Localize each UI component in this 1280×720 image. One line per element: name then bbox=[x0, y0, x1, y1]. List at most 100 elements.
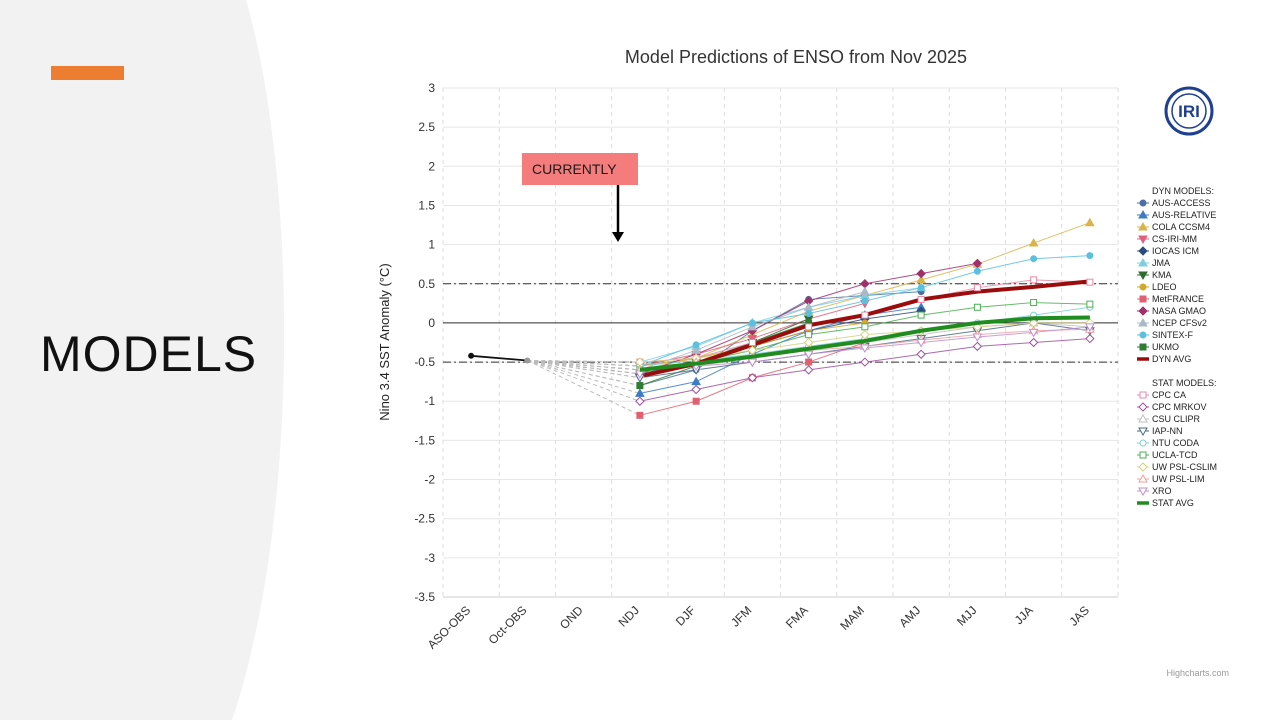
point-cpc-mrkov bbox=[972, 341, 983, 352]
highcharts-credit[interactable]: Highcharts.com bbox=[1166, 668, 1229, 678]
legend-label-cpc-mrkov: CPC MRKOV bbox=[1152, 402, 1207, 412]
point-nasa-gmao bbox=[860, 279, 870, 289]
legend-marker-aus-relative bbox=[1138, 209, 1148, 219]
point-cpc-mrkov bbox=[691, 384, 701, 395]
point-sintex-f bbox=[1030, 255, 1038, 263]
legend-marker-ntu-coda bbox=[1139, 439, 1147, 447]
legend-label-ncep-cfsv2: NCEP CFSv2 bbox=[1152, 318, 1207, 328]
point-xro bbox=[747, 358, 758, 368]
x-tick-label: DJF bbox=[673, 603, 698, 628]
legend-label-cpc-ca: CPC CA bbox=[1152, 390, 1186, 400]
x-tick-label: JAS bbox=[1067, 603, 1092, 628]
legend-label-ldeo: LDEO bbox=[1152, 282, 1177, 292]
point-uw-psl-cslim bbox=[860, 329, 870, 340]
connector-aus-relative bbox=[527, 360, 641, 394]
point-xro bbox=[635, 370, 645, 379]
y-axis-label: Nino 3.4 SST Anomaly (°C) bbox=[377, 263, 392, 420]
point-xro bbox=[916, 339, 926, 348]
legend-label-iocas-icm: IOCAS ICM bbox=[1152, 246, 1199, 256]
y-tick-labels: 3 2.5 2 1.5 1 0.5 0 -0.5 -1 -1.5 -2 -2.5 -3 -3.5 bbox=[414, 81, 435, 604]
connector-ukmo bbox=[527, 360, 640, 387]
point-sintex-f bbox=[692, 341, 700, 349]
legend-label-kma: KMA bbox=[1152, 270, 1172, 280]
x-tick-label: OND bbox=[557, 603, 586, 632]
legend-marker-uw-psl-cslim bbox=[1138, 462, 1148, 472]
point-nasa-gmao bbox=[972, 258, 983, 269]
y-tick-label: 3 bbox=[428, 81, 435, 95]
point-sintex-f bbox=[973, 267, 981, 275]
observed-point bbox=[468, 352, 475, 359]
point-xro bbox=[972, 333, 983, 343]
legend-marker-nasa-gmao bbox=[1138, 306, 1148, 316]
legend-marker-iocas-icm bbox=[1138, 246, 1148, 256]
iri-logo[interactable]: IRI bbox=[1164, 86, 1214, 136]
y-tick-label: 1 bbox=[428, 238, 435, 252]
y-tick-label: -2 bbox=[424, 473, 435, 487]
legend-marker-ucla-tcd bbox=[1139, 451, 1147, 459]
point-cpc-mrkov bbox=[860, 357, 870, 367]
point-cola-ccsm4 bbox=[1085, 217, 1095, 227]
legend-marker-csu-clipr bbox=[1138, 413, 1148, 423]
x-tick-label: NDJ bbox=[616, 603, 642, 629]
legend-label-ucla-tcd: UCLA-TCD bbox=[1152, 450, 1198, 460]
y-tick-label: 1.5 bbox=[418, 198, 435, 212]
x-tick-label: MAM bbox=[837, 603, 867, 633]
point-cpc-ca bbox=[805, 323, 813, 331]
point-sintex-f bbox=[805, 310, 813, 318]
point-sintex-f bbox=[861, 297, 869, 305]
legend-marker-ldeo bbox=[1139, 283, 1147, 291]
legend-marker-cs-iri-mm bbox=[1138, 235, 1148, 245]
legend-marker-cpc-ca bbox=[1139, 391, 1147, 399]
legend-label-uw-psl-cslim: UW PSL-CSLIM bbox=[1152, 462, 1217, 472]
point-cpc-ca bbox=[917, 295, 925, 303]
y-tick-label: 0.5 bbox=[418, 277, 435, 291]
point-cpc-ca bbox=[973, 284, 981, 292]
legend-marker-metfrance bbox=[1139, 295, 1147, 303]
legend-label-jma: JMA bbox=[1152, 258, 1170, 268]
legend-label-nasa-gmao: NASA GMAO bbox=[1152, 306, 1206, 316]
slide-title: MODELS bbox=[40, 326, 258, 382]
legend-label-aus-access: AUS-ACCESS bbox=[1152, 198, 1211, 208]
legend-marker-sintex-f bbox=[1139, 331, 1147, 339]
observed-point bbox=[524, 357, 531, 364]
point-xro bbox=[860, 344, 870, 353]
legend-marker-kma bbox=[1138, 271, 1148, 281]
observed-line bbox=[471, 354, 528, 362]
legend-stat-header: STAT MODELS: bbox=[1152, 378, 1217, 388]
y-tick-label: 0 bbox=[428, 316, 435, 330]
x-tick-label: ASO-OBS bbox=[425, 603, 474, 652]
y-tick-label: -0.5 bbox=[414, 355, 435, 369]
slide-side-panel bbox=[0, 0, 285, 720]
y-tick-label: 2 bbox=[428, 159, 435, 173]
legend-marker-uw-psl-lim bbox=[1138, 473, 1148, 483]
point-xro bbox=[1028, 328, 1039, 338]
series-line-jma bbox=[639, 287, 922, 363]
legend-marker-cpc-mrkov bbox=[1138, 402, 1148, 412]
legend-marker-ncep-cfsv2 bbox=[1138, 317, 1148, 327]
point-metfrance bbox=[692, 397, 700, 405]
legend-marker-ukmo bbox=[1139, 343, 1147, 351]
currently-callout: CURRENTLY bbox=[522, 153, 638, 185]
x-tick-label: Oct-OBS bbox=[486, 603, 530, 647]
point-aus-relative bbox=[635, 388, 645, 397]
legend-label-cs-iri-mm: CS-IRI-MM bbox=[1152, 234, 1197, 244]
connector-ntu-coda bbox=[527, 360, 640, 367]
point-cpc-mrkov bbox=[803, 365, 814, 375]
legend: DYN MODELS: STAT MODELS: AUS-ACCESS AUS-R… bbox=[1137, 186, 1217, 508]
legend-marker-jma bbox=[1138, 257, 1148, 267]
point-nasa-gmao bbox=[916, 268, 926, 279]
point-sintex-f bbox=[917, 284, 925, 292]
connector-uw-psl-lim bbox=[527, 360, 640, 371]
y-tick-label: -1 bbox=[424, 394, 435, 408]
point-cpc-ca bbox=[748, 339, 756, 346]
series-line-stat-avg bbox=[639, 315, 1090, 372]
x-tick-labels: ASO-OBS Oct-OBS OND NDJ DJF JFM FMA MAM AMJ MJJ JJ… bbox=[425, 603, 1092, 652]
y-tick-label: -1.5 bbox=[414, 433, 435, 447]
legend-label-aus-relative: AUS-RELATIVE bbox=[1152, 210, 1216, 220]
point-ncep-cfsv2 bbox=[691, 345, 701, 354]
point-ucla-tcd bbox=[1086, 300, 1094, 308]
point-cpc-mrkov bbox=[1028, 337, 1039, 348]
point-cpc-ca bbox=[1030, 276, 1038, 284]
point-xro bbox=[1085, 323, 1095, 332]
